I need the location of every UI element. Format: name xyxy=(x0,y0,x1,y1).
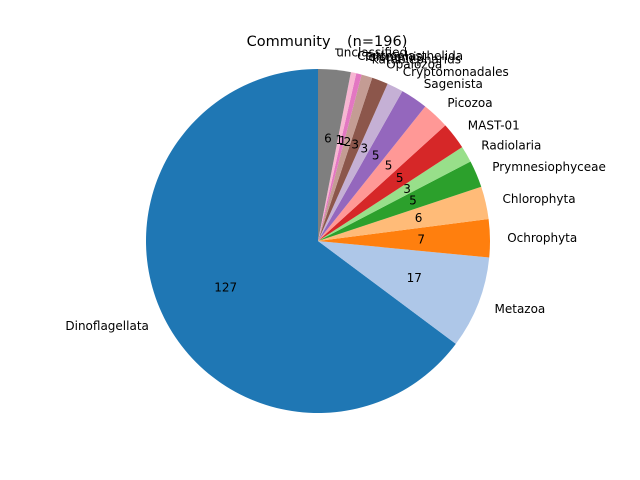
pie-wedge-radiolaria xyxy=(318,147,471,241)
wedge-label-mast-01: MAST-01 xyxy=(468,118,520,132)
wedge-value-opalozoa: 3 xyxy=(351,138,359,152)
wedge-value-prymnesiophyceae: 5 xyxy=(409,194,417,208)
pie-labels-group: Dinoflagellata 127 Metazoa 17 Ochrophyta 7 Chl… xyxy=(65,46,606,333)
pie-wedge-prymnesiophyceae xyxy=(318,161,482,241)
wedge-value-unclassified: 6 xyxy=(324,131,332,145)
wedge-label-chlorophyta: Chlorophyta xyxy=(503,192,576,206)
wedge-value-picozoa: 5 xyxy=(385,159,393,173)
wedge-label-opalozoa: Opalozoa xyxy=(386,58,442,72)
pie-wedge-ochrophyta xyxy=(318,219,491,258)
pie-wedge-metazoa xyxy=(318,241,490,344)
pie-wedge-opalozoa xyxy=(318,77,388,241)
wedge-value-chlorophyta: 6 xyxy=(415,211,423,225)
wedge-value-ochrophyta: 7 xyxy=(417,232,425,246)
wedge-label-katablepharids: katablepharids xyxy=(372,53,461,67)
pie-wedge-cryptomonadales xyxy=(318,83,403,241)
wedge-value-radiolaria: 3 xyxy=(403,182,411,196)
wedge-label-ochrophyta: Ochrophyta xyxy=(507,231,577,245)
wedge-value-centroplasthelida: 1 xyxy=(335,133,343,147)
wedge-value-telonemia: 1 xyxy=(339,134,347,148)
chart-title: Community _ (n=196) xyxy=(247,34,408,50)
wedge-label-centroplasthelida: Centroplasthelida xyxy=(357,49,463,63)
pie-wedges-group xyxy=(146,69,491,413)
wedge-label-prymnesiophyceae: Prymnesiophyceae xyxy=(492,160,606,174)
pie-wedge-mast-01 xyxy=(318,125,463,241)
pie-wedge-unclassified xyxy=(318,69,351,241)
wedge-label-telonemia: Telonemia xyxy=(362,50,424,64)
wedge-value-metazoa: 17 xyxy=(407,271,422,285)
wedge-label-picozoa: Picozoa xyxy=(447,96,492,110)
wedge-value-katablepharids: 2 xyxy=(344,135,352,149)
wedge-value-mast-01: 5 xyxy=(396,171,404,185)
wedge-value-sagenista: 5 xyxy=(372,148,380,162)
wedge-value-cryptomonadales: 3 xyxy=(360,142,368,156)
pie-wedge-sagenista xyxy=(318,91,426,241)
pie-wedge-picozoa xyxy=(318,106,446,242)
wedge-label-sagenista: Sagenista xyxy=(424,77,483,91)
wedge-label-metazoa: Metazoa xyxy=(495,302,546,316)
wedge-label-cryptomonadales: Cryptomonadales xyxy=(403,65,509,79)
pie-wedge-telonemia xyxy=(318,73,362,241)
pie-wedge-katablepharids xyxy=(318,74,373,241)
pie-wedge-centroplasthelida xyxy=(318,72,357,241)
pie-wedge-dinoflagellata xyxy=(146,69,456,413)
pie-wedge-chlorophyta xyxy=(318,186,489,241)
wedge-value-dinoflagellata: 127 xyxy=(214,280,237,294)
wedge-label-dinoflagellata: Dinoflagellata xyxy=(65,319,149,333)
wedge-label-radiolaria: Radiolaria xyxy=(481,139,541,153)
wedge-label-unclassified: unclassified xyxy=(336,46,407,60)
